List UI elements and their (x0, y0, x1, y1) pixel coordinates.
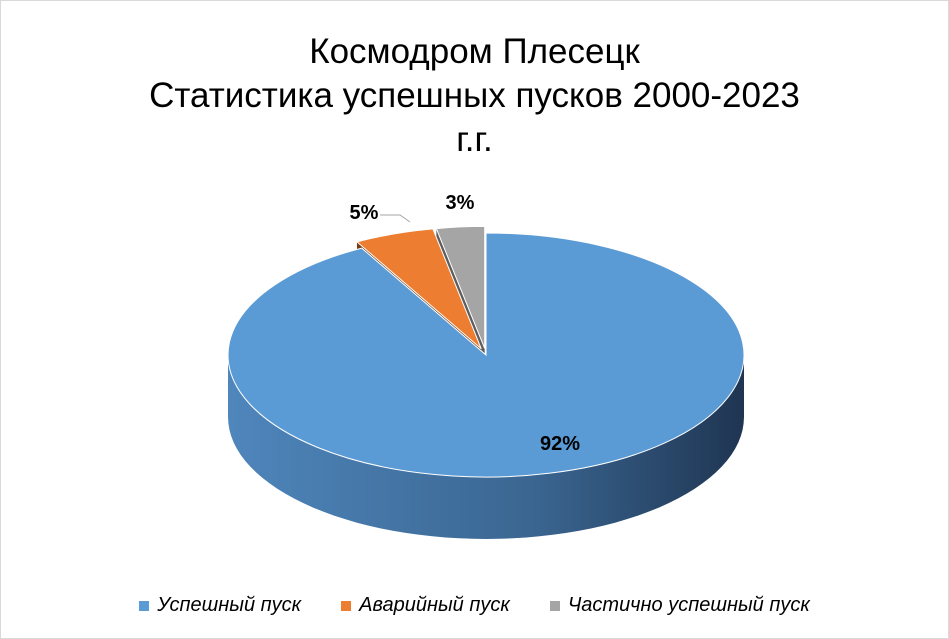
chart-title-line-3: г.г. (456, 120, 493, 159)
chart-title-line-2: Статистика успешных пусков 2000-2023 (149, 76, 800, 115)
pie-side-success (228, 355, 744, 539)
legend-label-success: Успешный пуск (157, 594, 302, 616)
legend-swatch-partial (549, 600, 560, 611)
data-label-failure: 5% (350, 202, 379, 224)
pie-slice-partial (435, 225, 486, 349)
legend-label-failure: Аварийный пуск (359, 594, 510, 616)
legend-label-partial: Частично успешный пуск (567, 594, 810, 616)
data-label-partial: 3% (446, 192, 475, 214)
leader-line-failure (380, 214, 411, 223)
pie-layer: 92% 5% 3% (227, 192, 745, 539)
legend: Успешный пуск Аварийный пуск Частично ус… (0, 594, 949, 617)
chart-title-line-1: Космодром Плесецк (309, 32, 640, 71)
pie-slice-failure (355, 228, 482, 350)
legend-item-partial: Частично успешный пуск (549, 594, 810, 617)
legend-swatch-success (139, 600, 150, 611)
pie-slice-success (227, 232, 745, 478)
pie-edge-partial (436, 228, 485, 359)
data-label-success: 92% (540, 433, 580, 455)
legend-item-success: Успешный пуск (139, 594, 301, 617)
legend-item-failure: Аварийный пуск (341, 594, 510, 617)
legend-swatch-failure (341, 600, 352, 611)
chart-title: Космодром Плесецк Статистика успешных пу… (0, 30, 949, 162)
